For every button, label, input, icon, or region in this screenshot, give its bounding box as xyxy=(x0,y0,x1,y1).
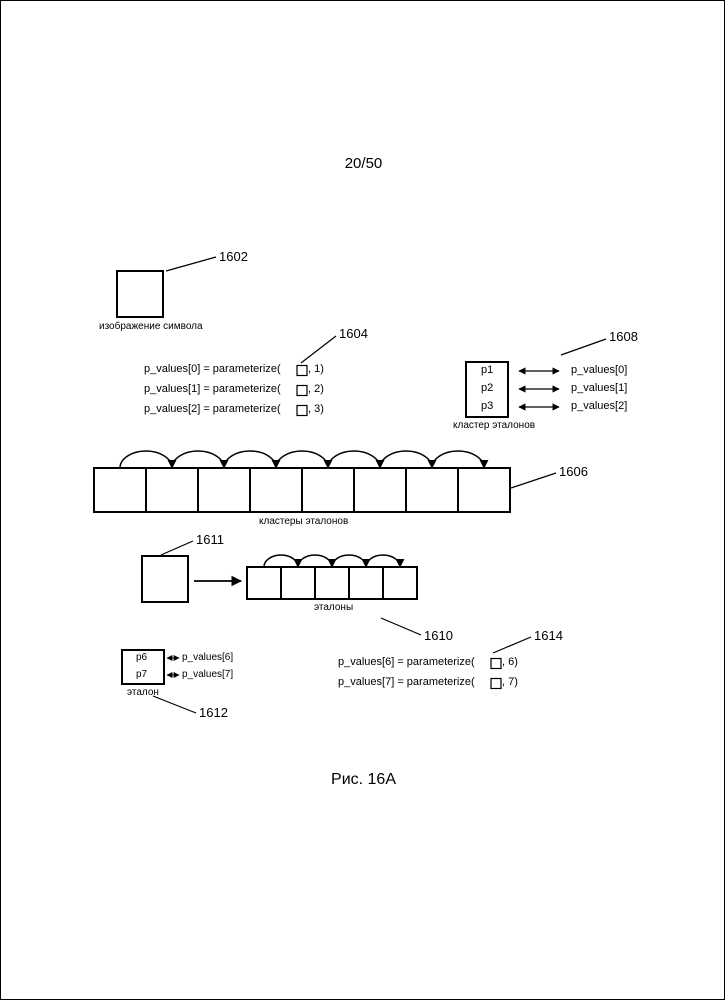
p7-label: p7 xyxy=(136,669,147,680)
map-1608-0: p_values[0] xyxy=(571,364,627,376)
formula-1604-2-post: , 3) xyxy=(308,403,324,415)
caption-cluster-of-etalons: кластер эталонов xyxy=(453,420,535,431)
leader-1604 xyxy=(301,336,336,363)
inline-box-1604-2 xyxy=(297,406,307,416)
ref-1611: 1611 xyxy=(196,532,224,547)
inline-box-1604-1 xyxy=(297,386,307,396)
ref-1606: 1606 xyxy=(559,464,588,479)
caption-clusters-of-etalons: кластеры эталонов xyxy=(259,516,348,527)
page-frame: 20/50 xyxy=(0,0,725,1000)
leader-1610 xyxy=(381,618,421,635)
diagram-svg xyxy=(1,1,725,1001)
box-1611 xyxy=(142,556,188,602)
etalons-row-1610 xyxy=(247,567,417,599)
formula-1604-0-post: , 1) xyxy=(308,363,324,375)
inline-box-1614-7 xyxy=(491,679,501,689)
p6-label: p6 xyxy=(136,652,147,663)
figure-label: Рис. 16А xyxy=(1,771,725,789)
p3-label: p3 xyxy=(481,400,493,412)
map-1612-6: p_values[6] xyxy=(182,652,233,663)
leader-1606 xyxy=(511,473,556,488)
leader-1612 xyxy=(153,696,196,713)
map-1608-1: p_values[1] xyxy=(571,382,627,394)
formula-1614-7-post: , 7) xyxy=(502,676,518,688)
formula-1614-6-post: , 6) xyxy=(502,656,518,668)
leader-1608 xyxy=(561,339,606,355)
ref-1608: 1608 xyxy=(609,329,638,344)
ref-1602: 1602 xyxy=(219,249,248,264)
leader-1602 xyxy=(166,257,216,271)
formula-1604-1-pre: p_values[1] = parameterize( xyxy=(144,383,281,395)
ref-1610: 1610 xyxy=(424,628,453,643)
ref-1612: 1612 xyxy=(199,705,228,720)
leader-1614 xyxy=(493,637,531,653)
formula-1614-7-pre: p_values[7] = parameterize( xyxy=(338,676,475,688)
formula-1604-2-pre: p_values[2] = parameterize( xyxy=(144,403,281,415)
symbol-image-box xyxy=(117,271,163,317)
inline-box-1604-0 xyxy=(297,366,307,376)
clusters-row-1606 xyxy=(94,468,510,512)
map-1612-7: p_values[7] xyxy=(182,669,233,680)
formula-1604-0-pre: p_values[0] = parameterize( xyxy=(144,363,281,375)
formula-1604-1-post: , 2) xyxy=(308,383,324,395)
caption-etalon: эталон xyxy=(127,687,159,698)
map-1608-2: p_values[2] xyxy=(571,400,627,412)
ref-1614: 1614 xyxy=(534,628,563,643)
p1-label: p1 xyxy=(481,364,493,376)
ref-1604: 1604 xyxy=(339,326,368,341)
leader-1611 xyxy=(161,541,193,555)
caption-symbol-image: изображение символа xyxy=(99,321,203,332)
inline-box-1614-6 xyxy=(491,659,501,669)
formula-1614-6-pre: p_values[6] = parameterize( xyxy=(338,656,475,668)
arcs-1610 xyxy=(264,555,400,567)
arcs-1606 xyxy=(120,451,484,468)
caption-etalons: эталоны xyxy=(314,602,353,613)
p2-label: p2 xyxy=(481,382,493,394)
